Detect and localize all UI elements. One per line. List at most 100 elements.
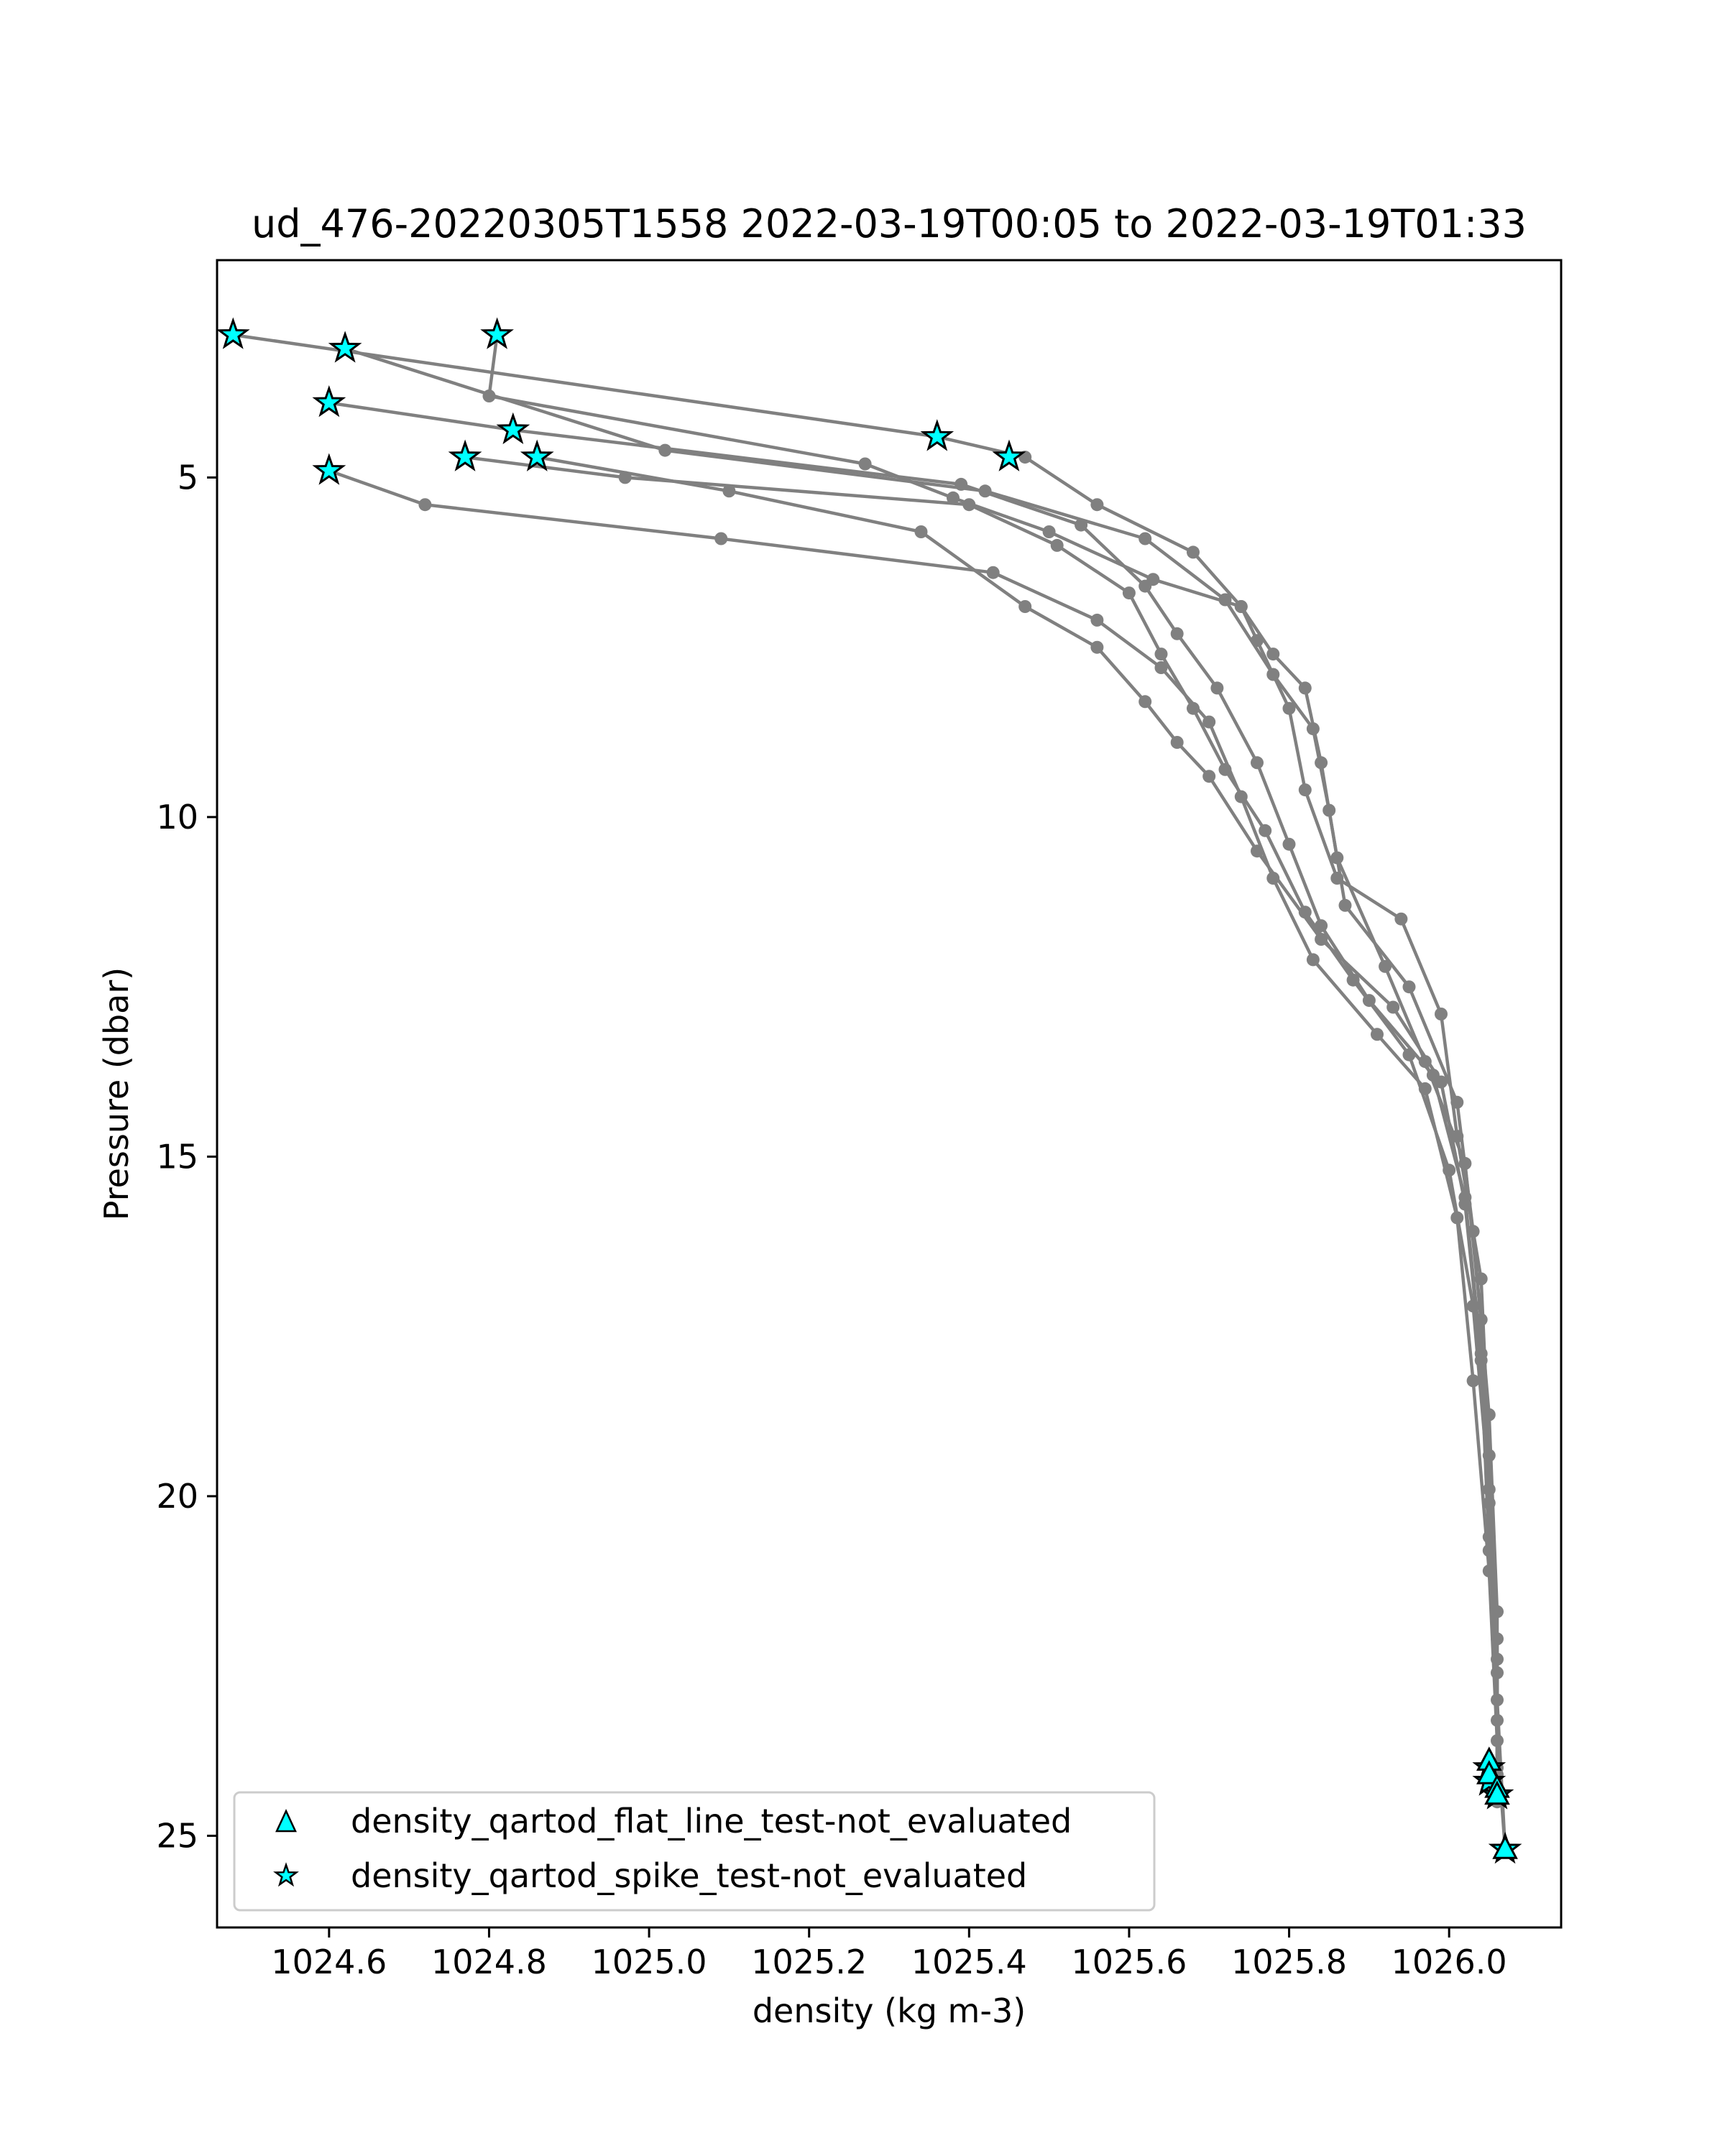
y-tick-label: 10: [156, 798, 198, 837]
flat-line-test-triangle-marker: [1484, 1780, 1510, 1805]
data-point: [1218, 763, 1232, 776]
series-profile-7: [530, 451, 1504, 1774]
data-point: [954, 477, 968, 491]
data-point: [1138, 579, 1152, 593]
data-point: [1379, 959, 1392, 973]
data-point: [1251, 844, 1264, 858]
x-axis-label: density (kg m-3): [753, 1991, 1026, 2030]
data-point: [1346, 973, 1360, 987]
data-point: [1458, 1197, 1472, 1211]
data-point: [1170, 627, 1184, 640]
x-tick-label: 1025.0: [592, 1943, 707, 1981]
data-point: [1298, 783, 1312, 797]
data-point: [1443, 1164, 1456, 1177]
flagged-points-layer: [216, 317, 1522, 1864]
data-point: [1138, 695, 1152, 709]
x-tick-label: 1025.2: [751, 1943, 867, 1981]
data-point: [1090, 498, 1104, 512]
y-tick-label: 15: [156, 1137, 198, 1176]
data-point: [1371, 1028, 1384, 1041]
data-point: [1138, 532, 1152, 545]
data-point: [1202, 715, 1216, 729]
data-point: [1466, 1374, 1480, 1388]
plot-frame: [216, 259, 1563, 1929]
data-point: [1306, 722, 1320, 736]
data-point: [1491, 1713, 1504, 1727]
data-point: [1474, 1353, 1488, 1367]
spike-test-star-marker: [520, 439, 554, 471]
y-axis-label: Pressure (dbar): [97, 967, 136, 1220]
spike-test-star-marker: [448, 439, 482, 471]
legend-flat-line-label: density_qartod_flat_line_test-not_evalua…: [351, 1802, 1072, 1841]
spike-test-star-marker: [312, 384, 346, 418]
data-point: [1322, 803, 1336, 817]
data-point: [1042, 525, 1056, 538]
spike-test-star-marker: [920, 419, 954, 451]
data-point: [1122, 586, 1136, 600]
y-tick-label: 5: [178, 458, 198, 497]
spike-test-star-marker: [480, 317, 514, 349]
data-point: [1090, 640, 1104, 654]
data-point: [1018, 600, 1032, 613]
data-point: [1259, 824, 1272, 837]
data-point: [962, 498, 976, 512]
data-point: [1251, 634, 1264, 648]
data-point: [1170, 736, 1184, 749]
data-point: [1234, 600, 1248, 613]
data-point: [1482, 1483, 1496, 1496]
data-point: [1187, 545, 1200, 559]
data-point: [1075, 518, 1088, 532]
data-point: [858, 457, 872, 471]
data-point: [1482, 1544, 1496, 1557]
data-point: [1298, 681, 1312, 695]
data-point: [1187, 701, 1200, 715]
data-point: [1090, 613, 1104, 627]
data-point: [1466, 1299, 1480, 1313]
data-point: [947, 491, 960, 505]
legend: density_qartod_flat_line_test-not_evalua…: [233, 1791, 1156, 1912]
data-point: [986, 566, 1000, 579]
series-line: [487, 334, 1499, 1802]
x-axis-ticks: 1024.6 1024.8 1025.0 1025.2 1025.4 1025.6 1025…: [271, 1927, 1507, 1981]
data-point: [482, 390, 496, 402]
data-point: [714, 532, 728, 545]
y-axis-ticks: 5 10 15 20 25: [156, 458, 217, 1855]
x-tick-label: 1024.6: [271, 1943, 387, 1981]
data-point: [1330, 872, 1344, 885]
chart-title: ud_476-20220305T1558 2022-03-19T00:05 to…: [252, 201, 1527, 247]
data-point: [1402, 1048, 1416, 1061]
series-profile-6: [459, 451, 1504, 1802]
data-point: [914, 525, 928, 538]
data-point: [418, 498, 432, 512]
data-point: [1315, 933, 1328, 946]
spike-test-star-marker: [496, 412, 530, 445]
data-point: [1266, 648, 1280, 661]
data-point: [1435, 1075, 1448, 1089]
legend-triangle-marker: [275, 1809, 297, 1833]
data-point: [1282, 837, 1296, 851]
legend-box: [233, 1791, 1156, 1912]
x-tick-label: 1026.0: [1392, 1943, 1507, 1981]
data-point: [1402, 980, 1416, 994]
x-tick-label: 1025.4: [911, 1943, 1027, 1981]
flat-line-test-triangle-marker: [1492, 1835, 1518, 1859]
x-tick-label: 1025.8: [1231, 1943, 1347, 1981]
legend-star-marker: [273, 1862, 299, 1887]
data-point: [1282, 701, 1296, 715]
x-tick-label: 1024.8: [431, 1943, 547, 1981]
data-point: [1154, 661, 1168, 674]
data-point: [1154, 648, 1168, 661]
legend-spike-label: density_qartod_spike_test-not_evaluated: [351, 1856, 1027, 1895]
data-point: [1050, 538, 1064, 552]
data-point: [1210, 681, 1224, 695]
spike-test-star-marker: [328, 331, 362, 363]
data-point: [1306, 953, 1320, 967]
y-tick-label: 25: [156, 1816, 198, 1855]
data-point: [1474, 1272, 1488, 1286]
spike-test-star-marker: [216, 317, 250, 349]
flat-line-test-triangle-marker: [1476, 1760, 1502, 1784]
series-profile-5: [322, 464, 1512, 1856]
data-point: [1338, 898, 1352, 912]
data-point: [1394, 912, 1408, 926]
